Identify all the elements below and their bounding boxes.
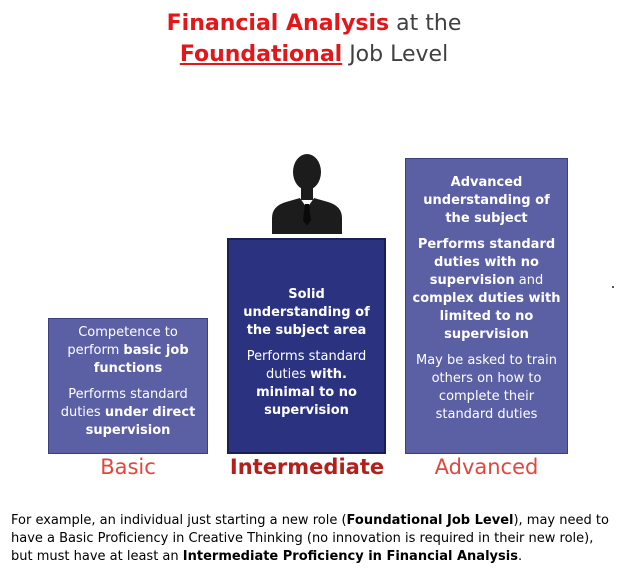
stray-dot — [612, 286, 614, 288]
advanced-duties-text: Performs standard duties with no supervi… — [412, 237, 561, 342]
advanced-level-box: Advanced understanding of the subject Pe… — [405, 158, 568, 454]
intermediate-duties-text: Performs standard duties with. minimal t… — [246, 349, 367, 418]
example-caption: For example, an individual just starting… — [11, 513, 609, 564]
title-job-level: Foundational — [179, 42, 343, 67]
advanced-understanding-text: Advanced understanding of the subject — [423, 175, 550, 226]
basic-duties-text: Performs standard duties under direct su… — [60, 387, 196, 438]
advanced-train-text: May be asked to train others on how to c… — [415, 353, 558, 422]
advanced-level-label: Advanced — [434, 455, 539, 479]
basic-level-label: Basic — [100, 455, 156, 479]
person-icon — [272, 154, 342, 234]
intermediate-understanding-text: Solid understanding of the subject area — [243, 287, 370, 338]
basic-level-box: Competence to perform basic job function… — [48, 318, 208, 454]
title-subject: Financial Analysis — [166, 11, 390, 36]
intermediate-level-box: Solid understanding of the subject area … — [227, 238, 386, 454]
title-line-2: Foundational Job Level — [0, 40, 628, 70]
basic-competence-text: Competence to perform basic job function… — [67, 325, 189, 376]
title-line-1: Financial Analysis at the — [0, 9, 628, 39]
title-line-2-rest: Job Level — [342, 42, 449, 67]
title-line-1-rest: at the — [389, 11, 462, 36]
intermediate-level-label: Intermediate — [229, 455, 385, 479]
